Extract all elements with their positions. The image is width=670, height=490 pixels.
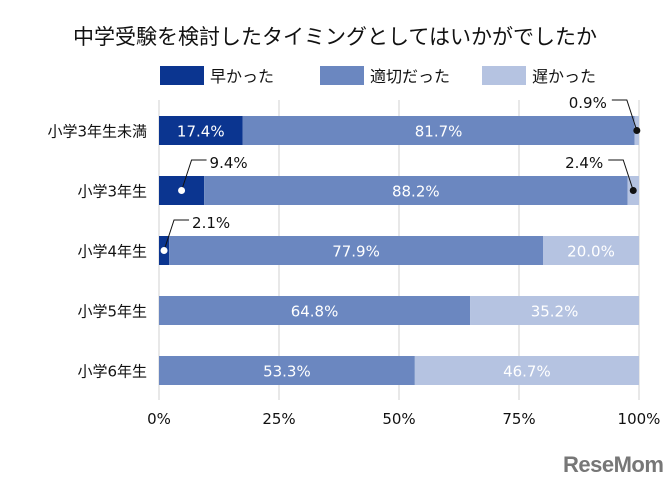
bar-segment (470, 296, 639, 325)
data-label: 20.0% (567, 243, 615, 261)
legend-swatch (320, 66, 364, 85)
bar-segment (159, 356, 415, 385)
x-tick-label: 50% (382, 410, 415, 428)
data-label: 35.2% (531, 303, 579, 321)
leader-line (181, 159, 207, 191)
leader-dot (629, 187, 637, 194)
data-label: 17.4% (177, 123, 225, 141)
data-label: 77.9% (332, 243, 380, 261)
data-label: 53.3% (263, 363, 311, 381)
category-label: 小学4年生 (77, 243, 147, 261)
legend: 早かった 適切だった 遅かった (160, 66, 596, 86)
data-label: 2.1% (192, 214, 230, 232)
bar-segment (414, 356, 639, 385)
data-label: 9.4% (210, 154, 248, 172)
leader-dot (160, 247, 168, 254)
x-tick-labels: 0% 25% 50% 75% 100% (147, 410, 660, 428)
x-tick-label: 100% (618, 410, 661, 428)
legend-label: 早かった (210, 67, 274, 86)
bar-segment (159, 116, 243, 145)
category-label: 小学3年生未満 (47, 123, 147, 141)
legend-label: 遅かった (532, 67, 596, 86)
x-tick-label: 75% (502, 410, 535, 428)
leader-dot (178, 187, 186, 194)
bar-segment (169, 236, 543, 265)
leader-line (611, 99, 638, 131)
leader-dot (633, 127, 641, 134)
data-label: 2.4% (565, 154, 603, 172)
data-labels: 17.4% 81.7% 0.9% 9.4% 88.2% 2.4% 2.1% 77.9% 20.0… (160, 94, 641, 381)
data-label: 0.9% (569, 94, 607, 112)
bar-segment (543, 236, 639, 265)
category-label: 小学3年生 (77, 183, 147, 201)
data-label: 46.7% (503, 363, 551, 381)
data-label: 81.7% (415, 123, 463, 141)
bar-segment (242, 116, 635, 145)
category-label: 小学5年生 (77, 303, 147, 321)
bars (159, 116, 639, 385)
leader-line (608, 159, 634, 191)
legend-swatch (160, 66, 204, 85)
bar-segment (159, 296, 471, 325)
data-label: 88.2% (392, 183, 440, 201)
x-tick-label: 0% (147, 410, 171, 428)
x-tick-label: 25% (262, 410, 295, 428)
bar-segment (204, 176, 628, 205)
leader-line (163, 219, 190, 251)
chart-title: 中学受験を検討したタイミングとしてはいかがでしたか (73, 25, 597, 49)
legend-label: 適切だった (370, 67, 450, 86)
category-label: 小学6年生 (77, 363, 147, 381)
legend-swatch (482, 66, 526, 85)
resemom-logo: ReseMom (563, 452, 664, 477)
data-label: 64.8% (291, 303, 339, 321)
